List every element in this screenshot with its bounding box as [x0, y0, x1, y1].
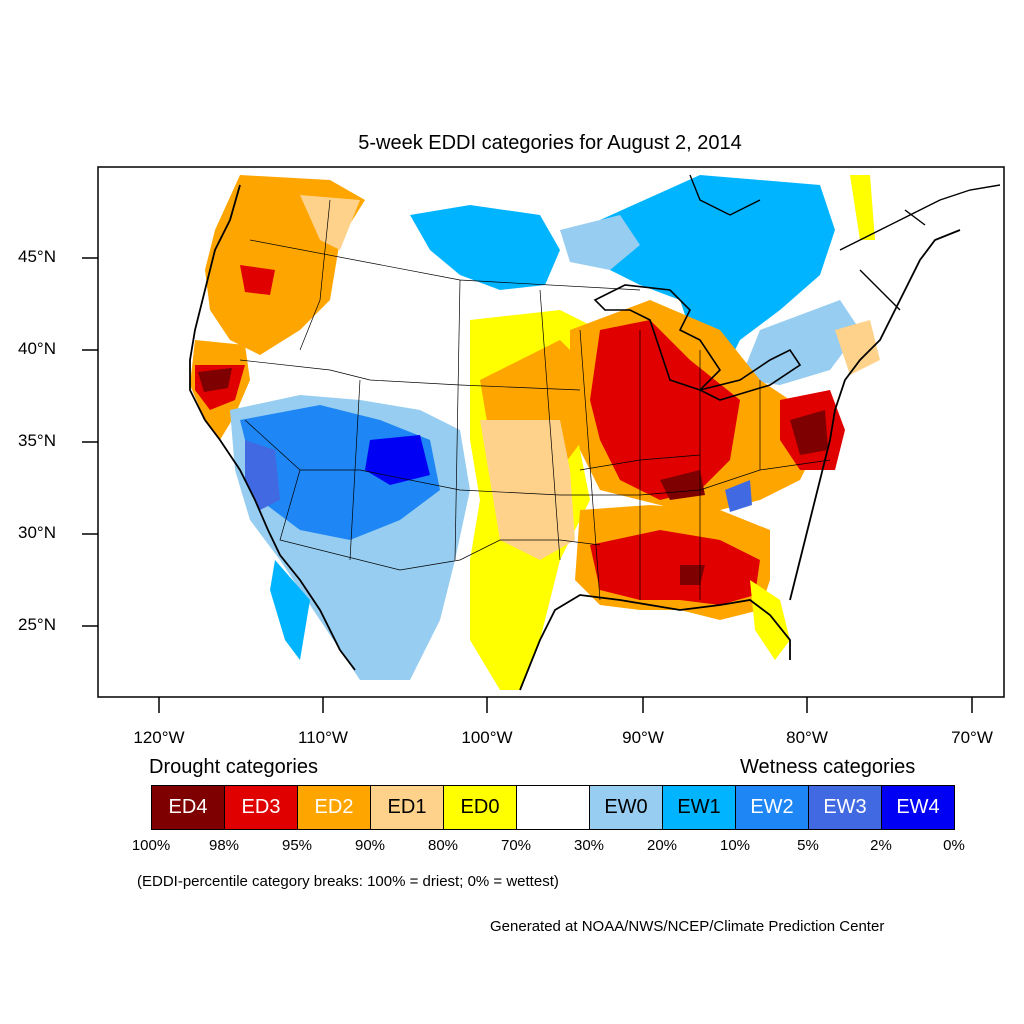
dry-area-pacific-nw-light [300, 195, 360, 250]
legend-box-ed0: ED0 [443, 785, 517, 830]
great-lakes [593, 284, 802, 401]
legend-box-ed3: ED3 [224, 785, 298, 830]
legend-box-ed1: ED1 [370, 785, 444, 830]
lon-label-110: 110°W [298, 728, 348, 747]
lat-label-25: 25°N [18, 615, 56, 634]
map-frame [97, 166, 1005, 698]
legend-break-label: 80% [427, 837, 459, 854]
dry-area-chesapeake [790, 410, 828, 455]
lon-label-90: 90°W [622, 728, 664, 747]
dry-area-southeast-core [590, 530, 760, 605]
credit-line: Generated at NOAA/NWS/NCEP/Climate Predi… [490, 918, 885, 935]
us-coastline [189, 184, 961, 691]
lon-label-100: 100°W [461, 728, 513, 747]
state-borders [239, 199, 831, 601]
wet-area-north-central [410, 205, 560, 290]
legend-break-label: 95% [281, 837, 313, 854]
legend-box-ew1: EW1 [662, 785, 736, 830]
legend-break-label: 98% [208, 837, 240, 854]
legend-break-label: 30% [573, 837, 605, 854]
legend-break-label: 100% [131, 837, 171, 854]
legend-box-ed2: ED2 [297, 785, 371, 830]
legend-box-ew0: EW0 [589, 785, 663, 830]
dry-area-maine [850, 175, 875, 240]
dry-area-southeast-extreme [680, 565, 705, 585]
wet-area-north-light [560, 215, 640, 270]
wet-area-baja [270, 560, 310, 660]
wet-area-canada-east [600, 175, 835, 380]
wetness-categories-heading: Wetness categories [740, 756, 916, 778]
lat-label-45: 45°N [18, 247, 56, 266]
legend-break-label: 10% [719, 837, 751, 854]
legend-box-ew4: EW4 [881, 785, 955, 830]
dry-area-oregon-dark [240, 265, 275, 295]
lon-label-120: 120°W [133, 728, 185, 747]
legend-break-label: 0% [943, 837, 965, 854]
map-title: 5-week EDDI categories for August 2, 201… [358, 132, 742, 154]
lon-label-80: 80°W [786, 728, 828, 747]
canada-coast [689, 174, 1001, 311]
category-breaks-note: (EDDI-percentile category breaks: 100% =… [137, 873, 559, 890]
dry-area-midwest-core [590, 320, 740, 500]
dry-area-newengland [835, 320, 880, 375]
legend-box-ew2: EW2 [735, 785, 809, 830]
lat-label-30: 30°N [18, 523, 56, 542]
lat-label-40: 40°N [18, 339, 56, 358]
legend-box-ew3: EW3 [808, 785, 882, 830]
drought-categories-heading: Drought categories [149, 756, 318, 778]
wet-area-carolinas [725, 480, 752, 512]
axis-ticks [82, 257, 973, 713]
legend-box-normal [516, 785, 590, 830]
legend-break-label: 70% [500, 837, 532, 854]
lat-label-35: 35°N [18, 431, 56, 450]
legend-break-label: 90% [354, 837, 386, 854]
legend-break-label: 2% [870, 837, 892, 854]
dry-area-florida [750, 580, 790, 660]
wet-area-canada-light [740, 300, 860, 385]
wet-area-nevada-extreme [245, 440, 280, 510]
dry-area-plains-light [480, 420, 575, 560]
lon-label-70: 70°W [951, 728, 993, 747]
legend-break-label: 20% [646, 837, 678, 854]
wet-area-colorado-extreme [365, 435, 430, 485]
legend-box-ed4: ED4 [151, 785, 225, 830]
legend-break-label: 5% [797, 837, 819, 854]
dry-area-california-extreme [198, 368, 232, 392]
